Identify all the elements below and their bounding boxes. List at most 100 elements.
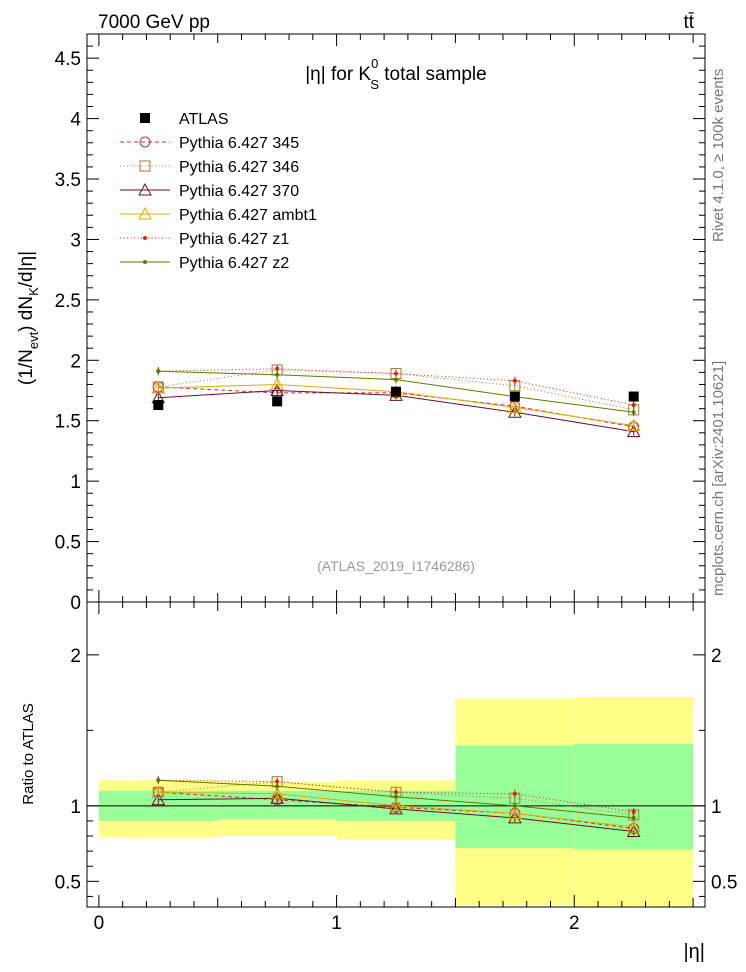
- legend-label-5: Pythia 6.427 z1: [179, 231, 289, 248]
- main-plot-marks: [151, 364, 641, 438]
- title-post: total sample: [379, 64, 487, 85]
- mcplots-label: mcplots.cern.ch [arXiv:2401.10621]: [710, 361, 727, 596]
- ratio-point-2-0: [151, 792, 166, 806]
- ratio-point-3-0: [151, 785, 166, 798]
- legend: ATLAS Pythia 6.427 345 Pythia 6.427 346 Pyt…: [120, 111, 317, 272]
- ylabel-a-sub: evt: [26, 331, 41, 349]
- mc-point-4-1: [275, 366, 280, 371]
- mc-point-3-4: [626, 418, 641, 432]
- main-ytick-label-6: 3: [70, 230, 81, 251]
- ratio-point-2-2: [389, 801, 403, 815]
- mc-point-2-1: [270, 383, 284, 397]
- legend-marker-1: [139, 136, 151, 148]
- ratio-frame: [86, 601, 706, 908]
- main-ytick-label-8: 4: [70, 110, 81, 131]
- ratio-panel: 0.5 0.5 1 1 2 2 0 1 2 Ratio to ATLAS |η|: [20, 601, 737, 963]
- ratio-ytick-label-2: 2: [70, 646, 81, 667]
- legend-atlas-marker: [140, 113, 150, 123]
- ratio-point-5-1: [275, 784, 280, 789]
- ratio-point-5-0: [156, 778, 161, 783]
- atlas-point-4: [628, 391, 639, 402]
- mc-point-3-0: [151, 381, 166, 394]
- mc-point-3-1: [270, 377, 284, 390]
- legend-label-2: Pythia 6.427 346: [179, 159, 299, 176]
- analysis-watermark: (ATLAS_2019_I1746286): [317, 558, 475, 574]
- legend-marker-4: [138, 206, 152, 220]
- ylabel-c: /d|η|: [16, 251, 37, 287]
- main-ytick-label-3: 1.5: [55, 412, 81, 433]
- legend-marker-3: [138, 182, 152, 196]
- ratio-point-3-3: [508, 806, 522, 819]
- ratio-point-4-2: [394, 790, 398, 795]
- main-ytick-label-4: 2: [70, 351, 81, 372]
- main-y-label: (1/Nevt) dNK/d|η|: [16, 251, 41, 385]
- main-panel: 00.511.522.533.544.5 |η| for K0 S total s…: [16, 33, 706, 614]
- ratio-ytick-label-0: 0.5: [55, 872, 81, 893]
- ylabel-b-sub: K: [26, 287, 41, 296]
- mc-point-3-3: [508, 400, 522, 413]
- x-tick-label-1: 1: [331, 913, 342, 934]
- main-ytick-label-5: 2.5: [55, 291, 81, 312]
- atlas-point-1: [272, 396, 283, 407]
- title-pre: |η| for K: [305, 64, 371, 85]
- ratio-point-5-4: [631, 815, 636, 820]
- atlas-point-3: [509, 391, 520, 402]
- ratio-point-3-1: [270, 786, 284, 800]
- ratio-axes: 0.5 0.5 1 1 2 2 0 1 2: [55, 602, 737, 934]
- legend-label-3: Pythia 6.427 370: [179, 183, 299, 200]
- legend-label-4: Pythia 6.427 ambt1: [179, 207, 317, 224]
- ratio-point-2-4: [626, 824, 641, 838]
- ratio-ytick-label-r-2: 2: [711, 646, 722, 667]
- mc-point-4-3: [512, 378, 517, 383]
- mc-point-4-4: [631, 403, 636, 408]
- ratio-ytick-label-r-1: 1: [711, 797, 722, 818]
- main-ytick-label-9: 4.5: [55, 49, 81, 70]
- process-label: tt̄: [683, 12, 694, 33]
- atlas-point-0: [153, 400, 164, 411]
- x-tick-label-0: 0: [94, 913, 105, 934]
- mc-point-2-4: [626, 424, 641, 438]
- x-tick-label-2: 2: [569, 913, 580, 934]
- ylabel-b: ) dN: [16, 296, 37, 332]
- ratio-point-5-2: [394, 794, 398, 799]
- legend-marker-2: [139, 160, 151, 172]
- main-ytick-label-2: 1: [70, 472, 81, 493]
- main-ytick-label-0: 0: [70, 593, 81, 614]
- plot-title: |η| for K0 S total sample: [305, 56, 486, 92]
- mc-point-2-3: [508, 405, 522, 418]
- ratio-point-2-1: [270, 791, 284, 804]
- ratio-ytick-label-1: 1: [70, 797, 81, 818]
- ratio-plot-marks: [87, 697, 705, 907]
- atlas-point-2: [391, 386, 401, 397]
- mc-line-0: [158, 386, 634, 428]
- energy-label: 7000 GeV pp: [98, 12, 210, 33]
- title-sup: 0: [371, 56, 378, 71]
- legend-marker-5: [143, 236, 147, 240]
- ratio-point-4-3: [512, 791, 517, 796]
- ratio-point-3-2: [389, 798, 403, 812]
- title-sub: S: [370, 77, 379, 92]
- ratio-point-3-4: [626, 819, 641, 833]
- mc-point-5-0: [156, 369, 161, 374]
- ratio-point-2-3: [508, 810, 522, 824]
- ratio-point-5-3: [512, 803, 517, 808]
- x-axis-label: |η|: [683, 941, 705, 963]
- legend-marker-6: [143, 260, 147, 264]
- mc-point-5-2: [394, 377, 398, 382]
- ratio-point-4-4: [631, 809, 636, 814]
- main-ytick-label-1: 0.5: [55, 533, 81, 554]
- ylabel-a: (1/N: [16, 349, 37, 385]
- mc-point-4-2: [394, 371, 398, 376]
- ratio-ytick-label-r-0: 0.5: [711, 872, 737, 893]
- mc-point-5-4: [631, 410, 636, 415]
- legend-label-6: Pythia 6.427 z2: [179, 255, 289, 272]
- ratio-point-4-1: [275, 779, 280, 784]
- legend-label-0: ATLAS: [179, 111, 229, 128]
- legend-label-1: Pythia 6.427 345: [179, 135, 299, 152]
- rivet-label: Rivet 4.1.0, ≥ 100k events: [710, 69, 727, 242]
- mc-point-5-1: [275, 372, 280, 377]
- main-ytick-label-7: 3.5: [55, 170, 81, 191]
- main-axes: 0 0.5 1 1.5 2 2.5 3 3.5 4 4.5: [55, 33, 705, 614]
- ratio-y-label: Ratio to ATLAS: [20, 703, 37, 804]
